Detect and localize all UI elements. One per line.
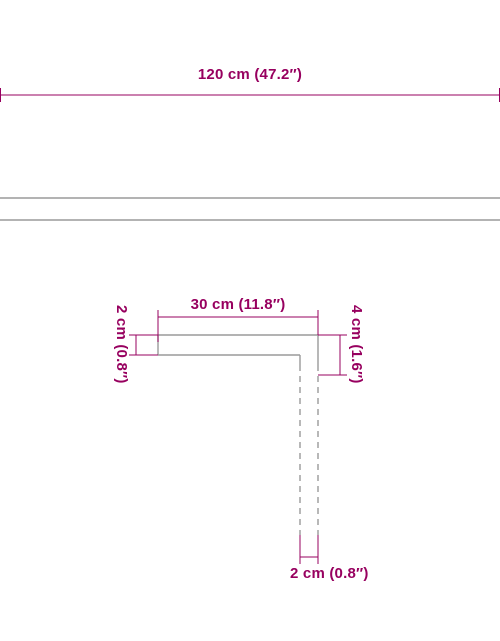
diagram-svg xyxy=(0,0,500,641)
diagram-stage: 120 cm (47.2″) 30 cm (11.8″) 4 cm (1.6″)… xyxy=(0,0,500,641)
